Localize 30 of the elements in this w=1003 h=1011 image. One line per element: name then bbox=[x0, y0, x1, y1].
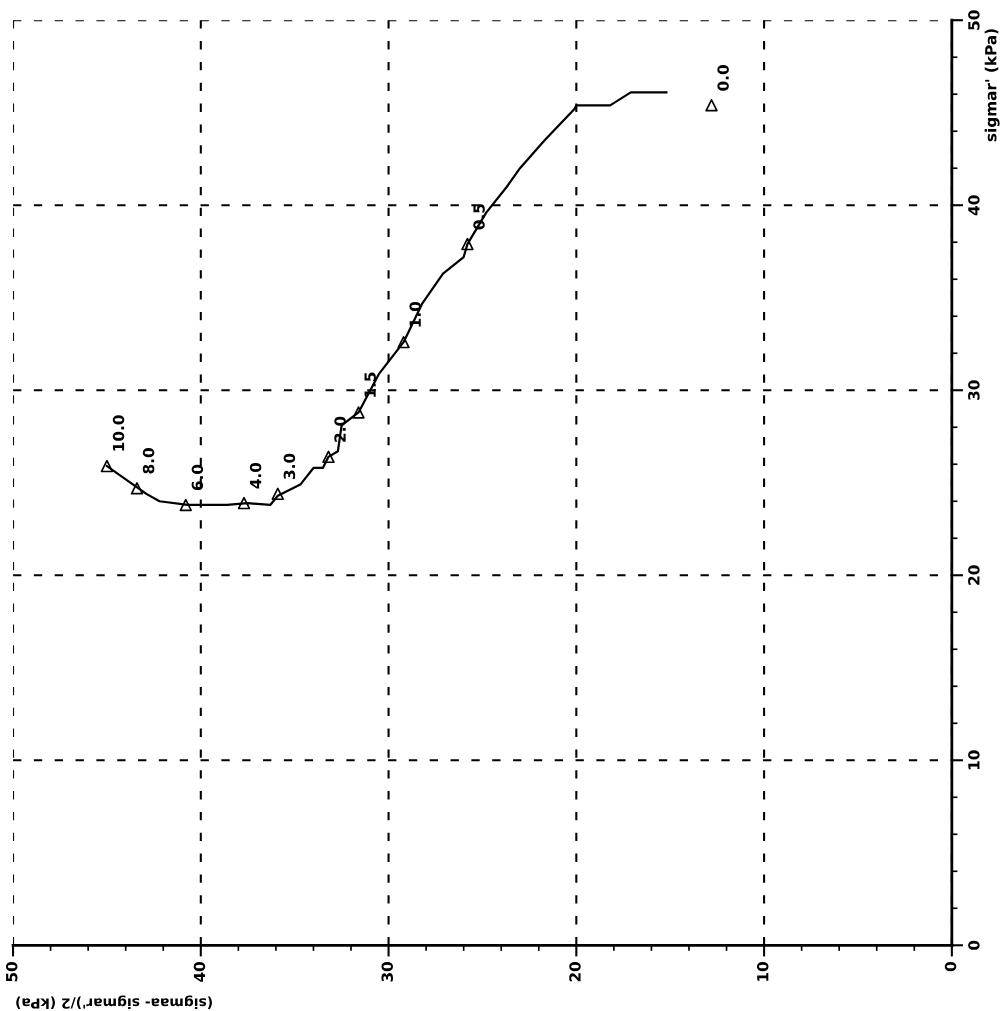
y-axis-title: sigmar' (kPa) bbox=[984, 29, 1000, 142]
x-tick-label: 0 bbox=[944, 961, 957, 972]
point bbox=[461, 237, 474, 251]
x-tick-label: 10 bbox=[756, 961, 769, 981]
x-tick-label: 20 bbox=[569, 961, 581, 982]
point bbox=[179, 498, 192, 512]
annotation: 0.0 bbox=[717, 65, 729, 91]
point bbox=[237, 496, 251, 510]
x-axis-title: (sigmaa- sigmar')/2 (kPa) bbox=[16, 995, 212, 1009]
point bbox=[271, 487, 284, 501]
x-tick-label: 30 bbox=[381, 961, 393, 982]
point bbox=[100, 459, 114, 473]
y-tick-label: 30 bbox=[968, 380, 980, 400]
annotation: 4.0 bbox=[249, 462, 262, 489]
point bbox=[352, 406, 365, 419]
x-tick-label: 40 bbox=[193, 961, 206, 982]
point bbox=[705, 99, 718, 112]
annotation: 8.0 bbox=[142, 448, 155, 474]
point bbox=[397, 335, 410, 349]
annotation: 10.0 bbox=[112, 415, 125, 451]
annotation: 3.0 bbox=[283, 453, 296, 479]
x-tick-label: 50 bbox=[5, 961, 18, 982]
y-tick-label: 20 bbox=[968, 565, 980, 585]
point bbox=[130, 482, 144, 495]
y-tick-label: 50 bbox=[968, 10, 980, 30]
y-tick-label: 10 bbox=[968, 750, 980, 770]
y-tick-label: 40 bbox=[968, 195, 980, 216]
point bbox=[322, 450, 335, 464]
y-tick-label: 0 bbox=[968, 940, 980, 950]
annotation: 6.0 bbox=[191, 464, 204, 491]
